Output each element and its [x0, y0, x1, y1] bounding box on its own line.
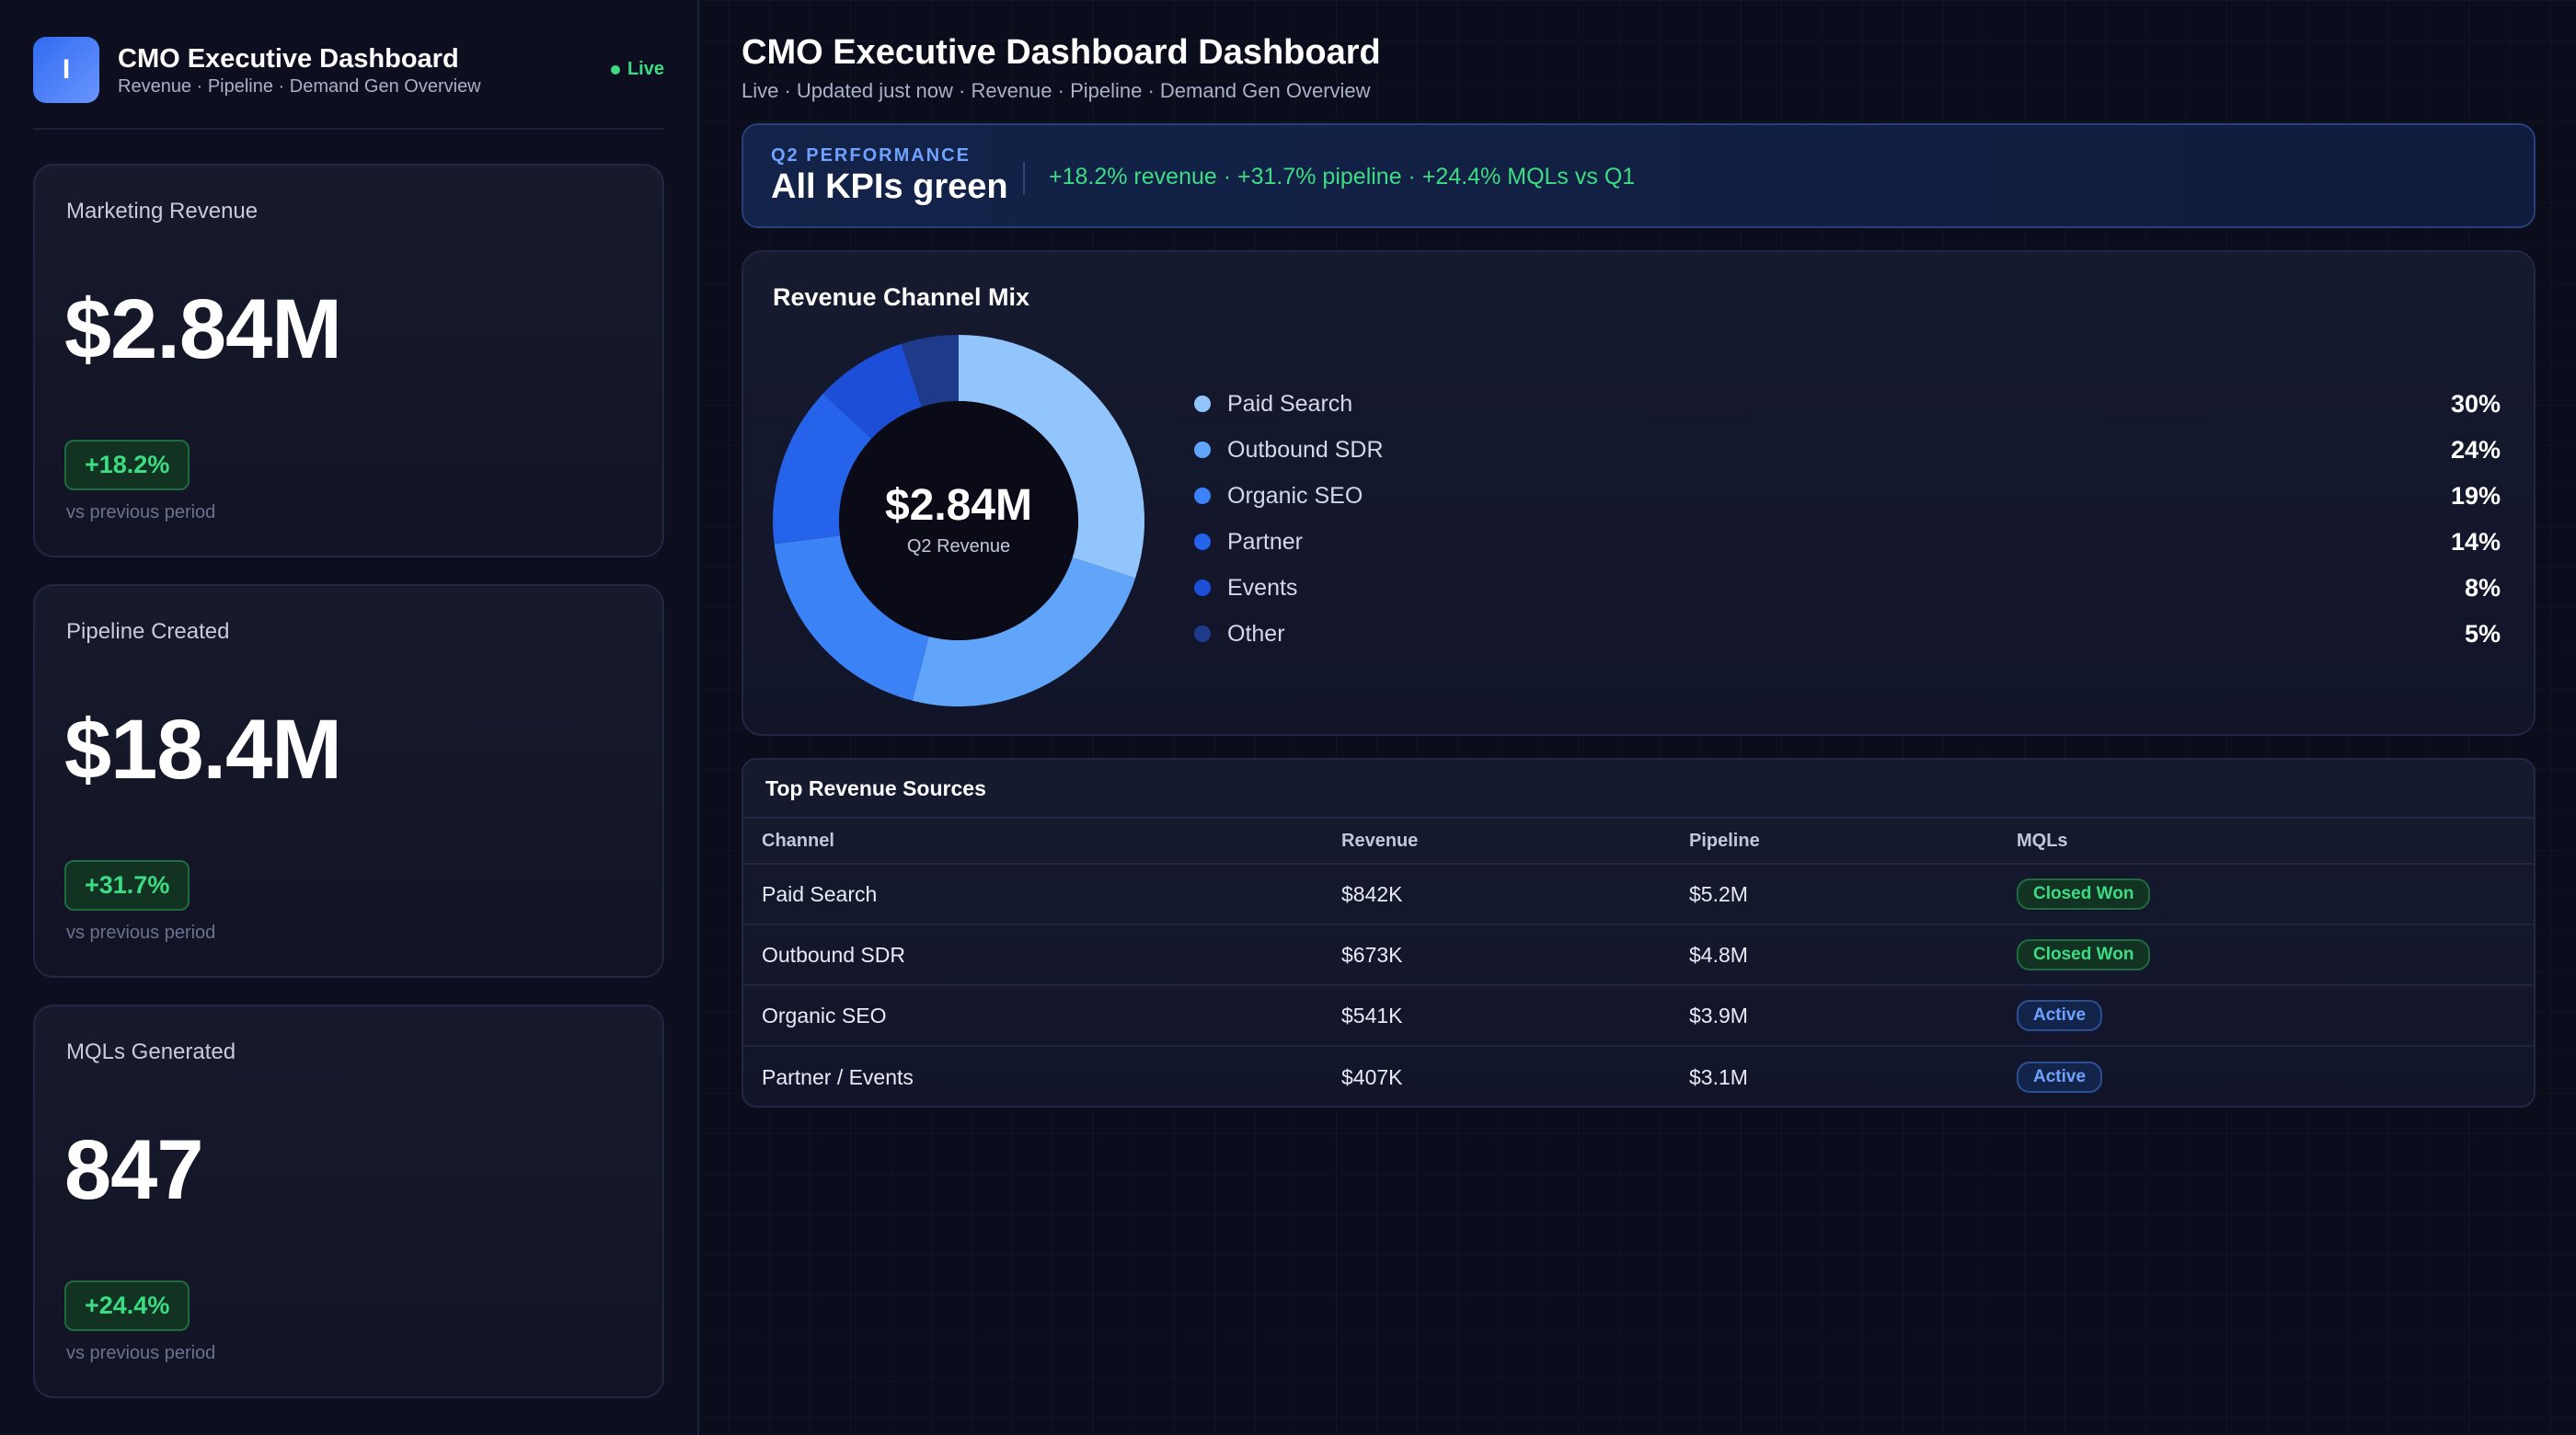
panel-title: Revenue Channel Mix	[773, 283, 1030, 311]
cell-pipeline: $3.9M	[1689, 1003, 1748, 1027]
table-header-row: Channel Revenue Pipeline MQLs	[743, 817, 2534, 865]
chart-legend: Paid Search 30% Outbound SDR 24% Organic SEO…	[1194, 381, 2501, 657]
cell-channel: Outbound SDR	[762, 942, 905, 967]
table-row[interactable]: Outbound SDR $673K $4.8M Closed Won	[743, 925, 2534, 986]
divider	[33, 128, 664, 130]
donut-center: $2.84M Q2 Revenue	[773, 335, 1144, 706]
legend-swatch-icon	[1194, 442, 1211, 458]
donut-chart: $2.84M Q2 Revenue	[773, 335, 1144, 706]
kpi-comparison-note: vs previous period	[66, 1343, 216, 1363]
app-subtitle: Revenue · Pipeline · Demand Gen Overview	[118, 76, 481, 97]
table-title: Top Revenue Sources	[765, 776, 986, 800]
donut-slice-paid-search[interactable]	[959, 335, 1144, 579]
status-badge: Active	[2017, 1000, 2103, 1031]
cell-revenue: $407K	[1341, 1064, 1403, 1089]
kpi-card-pipeline-created[interactable]: Pipeline Created $18.4M +31.7% vs previo…	[33, 584, 664, 978]
donut-chart-svg	[773, 335, 1144, 706]
cell-channel: Organic SEO	[762, 1003, 887, 1027]
status-badge: Active	[2017, 1062, 2103, 1093]
cell-pipeline: $3.1M	[1689, 1064, 1748, 1089]
legend-label: Other	[1227, 620, 1285, 647]
legend-swatch-icon	[1194, 534, 1211, 550]
cell-revenue: $541K	[1341, 1003, 1403, 1027]
donut-hole	[839, 401, 1078, 640]
kpi-comparison-note: vs previous period	[66, 923, 216, 943]
kpi-delta-badge: +24.4%	[64, 1280, 190, 1331]
cell-pipeline: $5.2M	[1689, 881, 1748, 906]
donut-slice-outbound-sdr[interactable]	[912, 557, 1136, 706]
legend-swatch-icon	[1194, 488, 1211, 504]
kpi-value: $2.84M	[64, 282, 342, 376]
live-badge: Live	[610, 59, 664, 80]
legend-item[interactable]: Paid Search 30%	[1194, 381, 2501, 427]
legend-swatch-icon	[1194, 626, 1211, 642]
legend-value: 24%	[2450, 435, 2501, 464]
cell-pipeline: $4.8M	[1689, 942, 1748, 967]
cell-revenue: $842K	[1341, 881, 1403, 906]
legend-value: 5%	[2464, 619, 2501, 648]
cell-channel: Partner / Events	[762, 1064, 914, 1089]
app-logo: I	[33, 37, 99, 103]
legend-item[interactable]: Organic SEO 19%	[1194, 473, 2501, 519]
cell-revenue: $673K	[1341, 942, 1403, 967]
page-title: CMO Executive Dashboard Dashboard	[742, 33, 1381, 72]
top-revenue-sources-panel: Top Revenue Sources Channel Revenue Pipe…	[742, 758, 2536, 1108]
kpi-card-marketing-revenue[interactable]: Marketing Revenue $2.84M +18.2% vs previ…	[33, 164, 664, 557]
legend-label: Events	[1227, 574, 1298, 601]
legend-swatch-icon	[1194, 580, 1211, 596]
status-badge: Closed Won	[2017, 939, 2151, 970]
kpi-value: $18.4M	[64, 703, 342, 797]
legend-swatch-icon	[1194, 396, 1211, 412]
kpi-value: 847	[64, 1123, 203, 1217]
table-row[interactable]: Paid Search $842K $5.2M Closed Won	[743, 865, 2534, 925]
donut-slice-organic-seo[interactable]	[774, 535, 929, 701]
banner-summary: +18.2% revenue · +31.7% pipeline · +24.4…	[1049, 164, 1636, 189]
donut-slice-partner[interactable]	[773, 393, 872, 545]
kpi-label: Marketing Revenue	[66, 199, 259, 224]
donut-slice-events[interactable]	[822, 343, 922, 440]
banner-eyebrow: Q2 PERFORMANCE	[771, 145, 971, 166]
legend-value: 19%	[2450, 481, 2501, 510]
legend-label: Partner	[1227, 528, 1303, 555]
live-dot-icon	[610, 64, 620, 75]
kpi-delta-badge: +18.2%	[64, 440, 190, 490]
legend-item[interactable]: Other 5%	[1194, 611, 2501, 657]
legend-item[interactable]: Events 8%	[1194, 565, 2501, 611]
legend-value: 14%	[2450, 527, 2501, 556]
legend-value: 30%	[2450, 389, 2501, 418]
legend-item[interactable]: Partner 14%	[1194, 519, 2501, 565]
page-subtitle: Live · Updated just now · Revenue · Pipe…	[742, 79, 1371, 102]
app-title: CMO Executive Dashboard	[118, 44, 459, 74]
column-header-mqls[interactable]: MQLs	[2017, 830, 2068, 851]
cell-channel: Paid Search	[762, 881, 878, 906]
kpi-card-mqls-generated[interactable]: MQLs Generated 847 +24.4% vs previous pe…	[33, 1004, 664, 1398]
status-badge: Closed Won	[2017, 878, 2151, 910]
table-row[interactable]: Organic SEO $541K $3.9M Active	[743, 986, 2534, 1047]
sidebar: I CMO Executive Dashboard Revenue · Pipe…	[0, 0, 699, 1435]
live-label: Live	[627, 59, 664, 79]
kpi-comparison-note: vs previous period	[66, 502, 216, 522]
banner-title: All KPIs green	[771, 167, 1008, 206]
legend-value: 8%	[2464, 573, 2501, 602]
legend-label: Outbound SDR	[1227, 436, 1384, 463]
kpi-delta-badge: +31.7%	[64, 860, 190, 911]
table-row[interactable]: Partner / Events $407K $3.1M Active	[743, 1047, 2534, 1108]
channel-mix-panel: Revenue Channel Mix $2.84M Q2 Revenue Pa…	[742, 250, 2536, 736]
donut-center-label: Q2 Revenue	[906, 536, 1011, 557]
donut-center-value: $2.84M	[884, 481, 1033, 530]
kpi-label: Pipeline Created	[66, 619, 230, 644]
donut-slice-other[interactable]	[901, 335, 959, 408]
legend-item[interactable]: Outbound SDR 24%	[1194, 427, 2501, 473]
column-header-channel[interactable]: Channel	[762, 830, 834, 851]
column-header-pipeline[interactable]: Pipeline	[1689, 830, 1760, 851]
column-header-revenue[interactable]: Revenue	[1341, 830, 1419, 851]
revenue-sources-table: Channel Revenue Pipeline MQLs Paid Searc…	[743, 817, 2534, 1108]
performance-banner: Q2 PERFORMANCE All KPIs green +18.2% rev…	[742, 123, 2536, 228]
legend-label: Paid Search	[1227, 390, 1353, 417]
brand-header: I CMO Executive Dashboard Revenue · Pipe…	[33, 37, 664, 129]
banner-divider	[1023, 162, 1025, 195]
legend-label: Organic SEO	[1227, 482, 1363, 509]
kpi-label: MQLs Generated	[66, 1039, 236, 1064]
